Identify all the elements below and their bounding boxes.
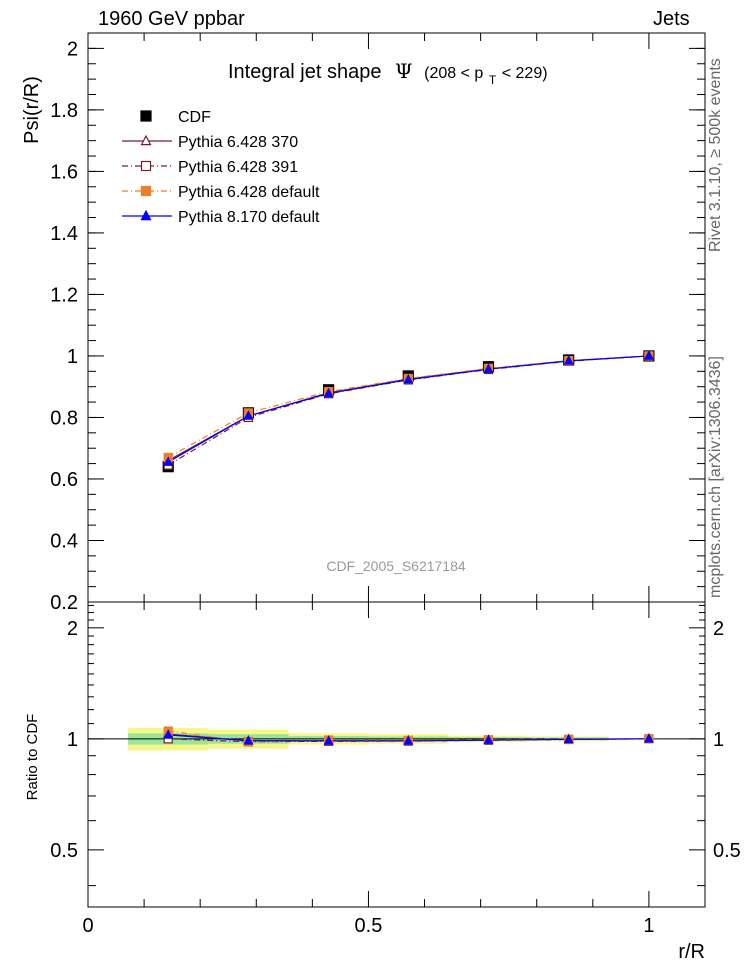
data-point: [483, 363, 494, 373]
x-tick-label: 1: [643, 915, 654, 937]
ratio-y-tick-label-left: 1: [67, 729, 78, 751]
data-point: [323, 387, 334, 398]
ratio-data-point: [323, 735, 334, 745]
energy-label: 1960 GeV ppbar: [98, 8, 245, 30]
legend-label: Pythia 6.428 391: [178, 159, 298, 176]
ratio-data-point: [403, 735, 414, 745]
legend-marker: [140, 134, 152, 146]
ratio-y-tick-label-right: 1: [713, 729, 724, 751]
y-tick-label: 1.2: [50, 284, 78, 306]
data-point: [563, 355, 574, 365]
series-lines: [167, 355, 649, 743]
title-subscript: T: [489, 73, 497, 87]
ratio-y-tick-label-right: 2: [713, 618, 724, 640]
axis-ticks: 0.2 0.4 0.6 0.8 1 1.2 1.4 1.6 1.8 2 0 0.5 1 0.5 0.5 1 1 2…: [50, 33, 741, 937]
y-tick-label: 1.6: [50, 161, 78, 183]
ratio-data-point: [563, 733, 574, 744]
y-tick-label: 0.2: [50, 592, 78, 614]
x-tick-label: 0.5: [355, 915, 383, 937]
ratio-data-point: [163, 729, 174, 739]
legend-marker: [140, 110, 152, 122]
y-tick-label: 1.4: [50, 223, 78, 245]
y-tick-label: 0.4: [50, 530, 78, 552]
data-point: [643, 350, 654, 360]
watermark: CDF_2005_S6217184: [326, 558, 466, 574]
title-range-end: < 229): [502, 65, 548, 82]
ratio-data-point: [243, 735, 254, 745]
y-tick-label: 1: [67, 346, 78, 368]
ratio-y-tick-label-right: 0.5: [713, 840, 741, 862]
data-point: [243, 410, 254, 420]
y-axis-label-ratio: Ratio to CDF: [24, 714, 41, 801]
x-axis-label: r/R: [678, 941, 705, 963]
legend: CDF Pythia 6.428 370 Pythia 6.428 391 Pythi…: [122, 109, 320, 226]
legend-marker: [140, 160, 152, 172]
x-tick-label: 0: [82, 915, 93, 937]
y-axis-label-main: Psi(r/R): [21, 76, 43, 144]
ratio-data-point: [483, 734, 494, 744]
data-point: [163, 456, 174, 466]
ratio-y-tick-label-left: 2: [67, 618, 78, 640]
ratio-y-tick-label-left: 0.5: [50, 840, 78, 862]
legend-label: Pythia 6.428 370: [178, 134, 298, 151]
y-tick-label: 0.8: [50, 407, 78, 429]
ratio-plot-frame: [87, 601, 706, 908]
ratio-data-point: [643, 733, 654, 743]
legend-marker: [140, 185, 152, 197]
title-symbol: Ψ: [395, 59, 413, 83]
title-range: (208 < p: [424, 65, 483, 82]
y-tick-label: 2: [67, 38, 78, 60]
chart-title: Integral jet shape Ψ (208 < p T < 229): [228, 59, 548, 89]
title-prefix: Integral jet shape: [228, 61, 381, 83]
process-label: Jets: [653, 8, 690, 30]
data-point: [403, 373, 414, 384]
series-markers: [162, 350, 655, 747]
legend-label: Pythia 8.170 default: [178, 209, 320, 226]
legend-label: CDF: [178, 109, 211, 126]
legend-marker: [140, 209, 152, 221]
y-tick-label: 1.8: [50, 100, 78, 122]
y-tick-label: 0.6: [50, 469, 78, 491]
legend-label: Pythia 6.428 default: [178, 184, 320, 201]
